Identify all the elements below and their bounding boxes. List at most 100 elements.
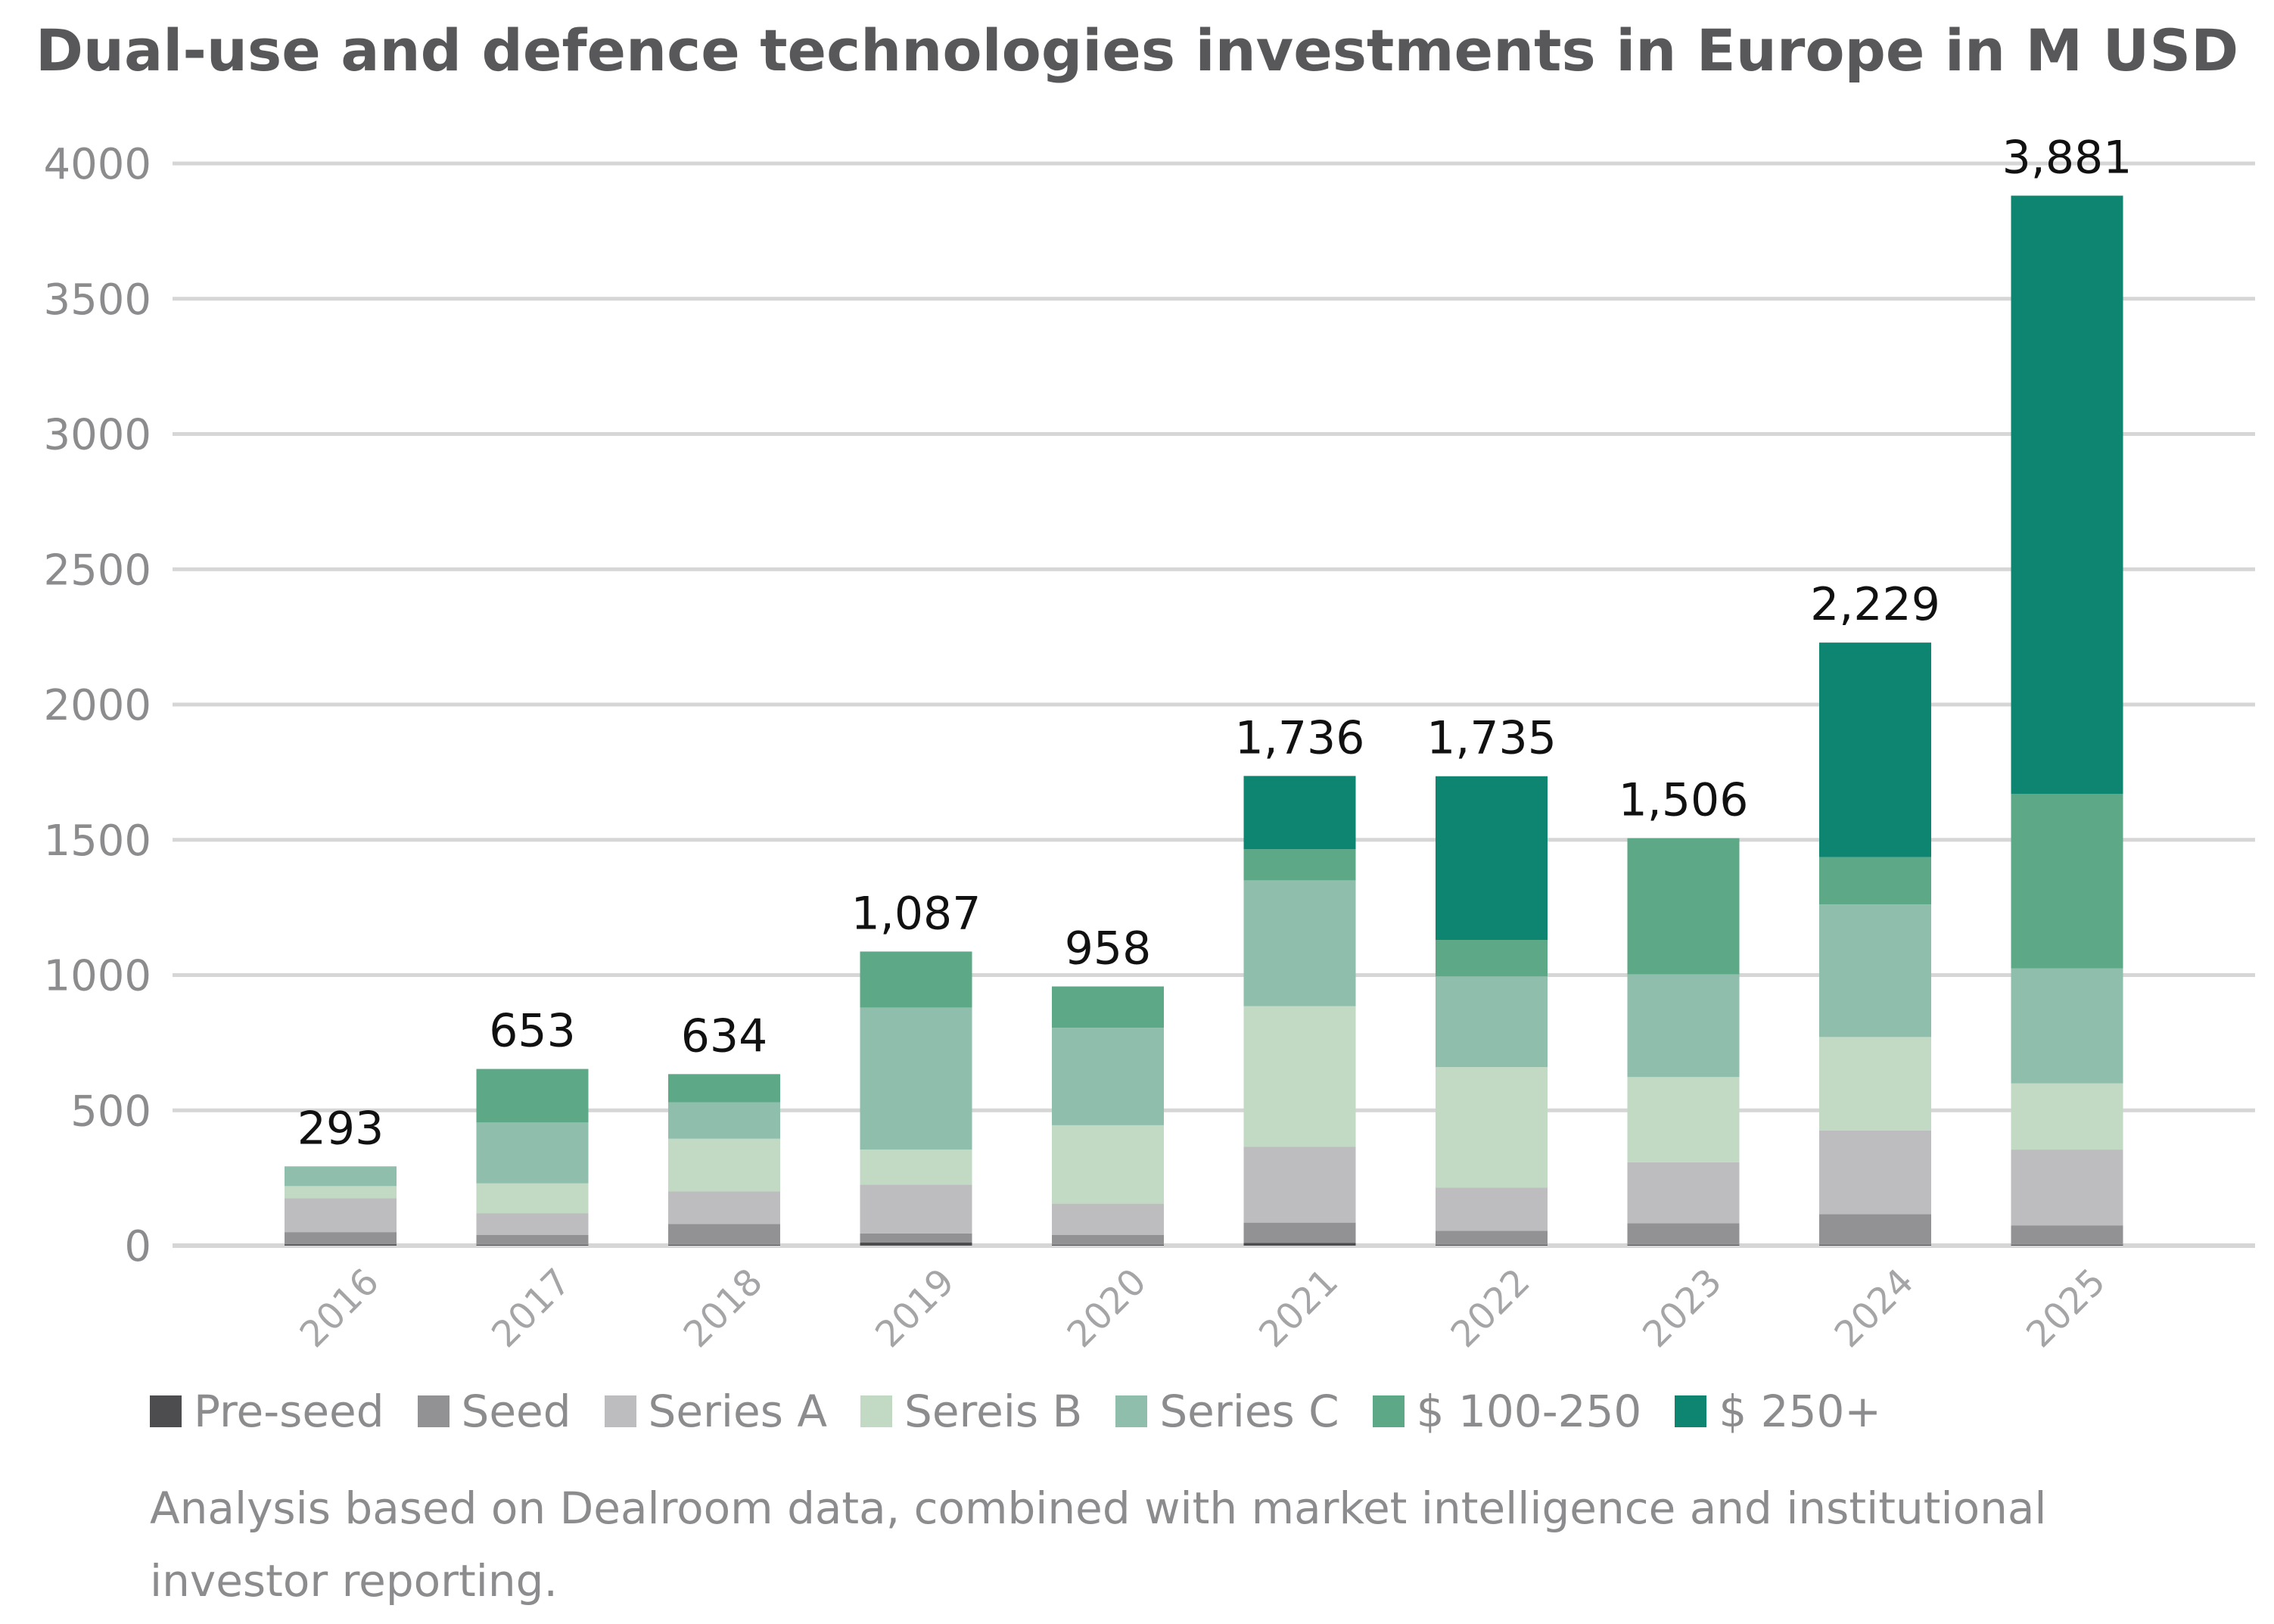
legend-item: Sereis B xyxy=(860,1386,1082,1437)
total-labels: 293 653 634 1,087 958 1,736 1,735 1,506 2,229 3,8… xyxy=(297,132,2132,1156)
bar-segment xyxy=(668,1224,780,1245)
bar-segment xyxy=(1627,1244,1740,1246)
bar-segment xyxy=(1819,857,1931,905)
bar-segment xyxy=(285,1244,397,1246)
bar-segment xyxy=(1436,1244,1548,1246)
bar-segment xyxy=(476,1122,589,1184)
total-label: 1,735 xyxy=(1426,712,1557,765)
bar-segment xyxy=(2011,1225,2123,1245)
bar-segment xyxy=(2011,793,2123,969)
bar-segment xyxy=(668,1138,780,1192)
bar-segment xyxy=(285,1232,397,1245)
bar-segment xyxy=(1436,940,1548,977)
bar-segment xyxy=(1819,1037,1931,1131)
total-label: 1,087 xyxy=(851,887,981,940)
legend-swatch xyxy=(417,1395,450,1427)
bar-segment xyxy=(668,1102,780,1139)
bar-segment xyxy=(1052,1028,1164,1125)
legend-swatch xyxy=(604,1395,636,1427)
legend: Pre-seed Seed Series A Sereis B Series C $ 10… xyxy=(150,1385,1915,1438)
x-tick-label: 2022 xyxy=(1443,1261,1538,1356)
chart-title: Dual-use and defence technologies invest… xyxy=(35,17,2239,84)
bar-segment xyxy=(1243,1243,1356,1246)
total-label: 1,506 xyxy=(1619,774,1749,827)
total-label: 1,736 xyxy=(1235,711,1365,764)
bar-segment xyxy=(1436,1230,1548,1245)
bar-segment xyxy=(1052,1234,1164,1245)
x-tick-label: 2021 xyxy=(1251,1261,1346,1356)
x-tick-label: 2019 xyxy=(867,1261,963,1356)
legend-swatch xyxy=(860,1395,893,1427)
bar-segment xyxy=(476,1213,589,1235)
legend-label: Series A xyxy=(648,1386,828,1437)
bar-segment xyxy=(1819,642,1931,857)
bar-segment xyxy=(2011,1083,2123,1150)
bar-segment xyxy=(1436,1067,1548,1188)
y-tick-label: 4000 xyxy=(43,140,151,189)
bar-segment xyxy=(476,1234,589,1245)
y-axis-ticks: 0 500 1000 1500 2000 2500 3000 3500 4000 xyxy=(43,140,151,1271)
legend-label: Seed xyxy=(461,1386,571,1437)
legend-item: Pre-seed xyxy=(150,1386,384,1437)
bar-segment xyxy=(860,1007,972,1150)
bar-segment xyxy=(1819,904,1931,1038)
bar-segment xyxy=(1819,1214,1931,1245)
bar-segment xyxy=(1052,1203,1164,1235)
bar-segment xyxy=(1627,1162,1740,1224)
total-label: 293 xyxy=(297,1102,384,1155)
bar-segment xyxy=(1243,880,1356,1006)
bar-segment xyxy=(285,1198,397,1233)
bar-segment xyxy=(2011,1244,2123,1246)
bar-segment xyxy=(1243,1006,1356,1147)
bar-segment xyxy=(476,1183,589,1214)
x-tick-label: 2020 xyxy=(1059,1261,1155,1356)
bar-segment xyxy=(476,1069,589,1123)
total-label: 653 xyxy=(489,1005,576,1058)
bar-segment xyxy=(1052,986,1164,1028)
bar-segment xyxy=(285,1166,397,1187)
x-tick-label: 2018 xyxy=(676,1261,771,1356)
bar-segment xyxy=(1819,1244,1931,1246)
legend-label: $ 100-250 xyxy=(1416,1386,1642,1437)
bar-segment xyxy=(1627,1223,1740,1245)
total-label: 634 xyxy=(681,1010,768,1062)
legend-label: Series C xyxy=(1159,1386,1339,1437)
bar-segment xyxy=(668,1191,780,1224)
legend-label: Pre-seed xyxy=(194,1386,384,1437)
bar-segment xyxy=(860,1242,972,1246)
bar-segment xyxy=(1243,1146,1356,1223)
legend-item: Seed xyxy=(417,1386,571,1437)
legend-label: $ 250+ xyxy=(1719,1386,1881,1437)
bar-segment xyxy=(668,1244,780,1246)
bar-segment xyxy=(668,1074,780,1103)
y-tick-label: 2500 xyxy=(43,546,151,595)
bars xyxy=(285,195,2123,1246)
legend-swatch xyxy=(1675,1395,1707,1427)
legend-swatch xyxy=(1115,1395,1148,1427)
bar-segment xyxy=(476,1244,589,1246)
bar-segment xyxy=(2011,195,2123,794)
bar-segment xyxy=(285,1186,397,1199)
x-tick-label: 2017 xyxy=(484,1261,579,1356)
y-tick-label: 2000 xyxy=(43,681,151,730)
legend-item: Series A xyxy=(604,1386,828,1437)
bar-segment xyxy=(1627,838,1740,975)
y-tick-label: 3500 xyxy=(43,275,151,325)
bar-segment xyxy=(1819,1130,1931,1215)
y-tick-label: 1000 xyxy=(43,952,151,1001)
total-label: 3,881 xyxy=(2002,132,2132,185)
bar-segment xyxy=(860,1233,972,1243)
x-tick-label: 2025 xyxy=(2018,1261,2114,1356)
bar-segment xyxy=(1243,776,1356,850)
bar-segment xyxy=(1436,776,1548,941)
x-axis-ticks: 2016 2017 2018 2019 2020 2021 2022 2023 2024 2025 xyxy=(292,1261,2114,1356)
legend-swatch xyxy=(1372,1395,1405,1427)
bar-segment xyxy=(1436,976,1548,1068)
x-tick-label: 2024 xyxy=(1827,1261,1922,1356)
bar-segment xyxy=(1243,1222,1356,1243)
bar-segment xyxy=(1052,1244,1164,1246)
bar-segment xyxy=(860,1184,972,1234)
legend-item: Series C xyxy=(1115,1386,1339,1437)
legend-swatch xyxy=(150,1395,182,1427)
